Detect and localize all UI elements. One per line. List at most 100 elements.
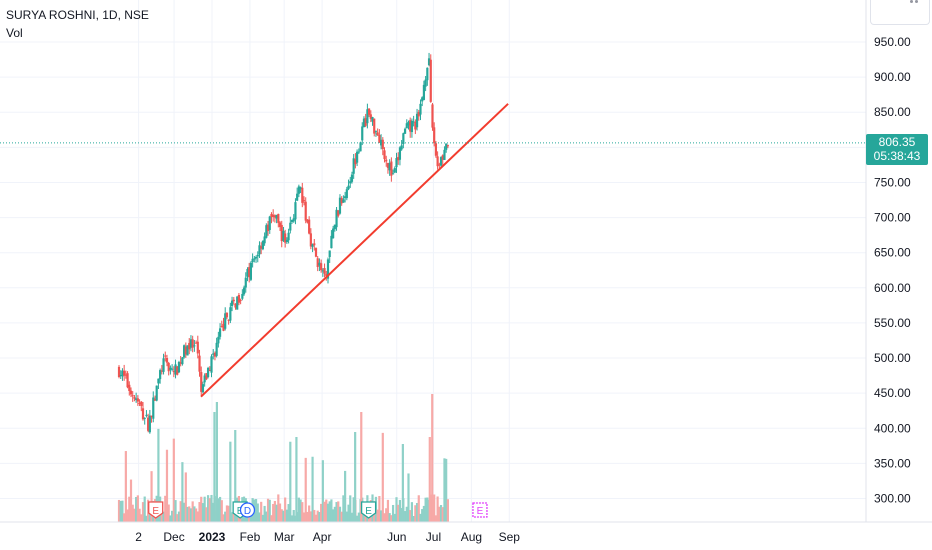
volume-bar <box>171 510 174 522</box>
volume-bar <box>354 432 357 522</box>
candle-body <box>349 181 352 184</box>
candle-body <box>119 374 122 376</box>
time-tick-label: Aug <box>461 530 482 544</box>
price-axis[interactable]: 950.00900.00850.00800.00750.00700.00650.… <box>865 0 911 522</box>
volume-bar <box>350 512 354 522</box>
candle-body <box>129 390 133 395</box>
volume-bar <box>256 503 259 522</box>
candle-body <box>135 398 138 401</box>
candle-body <box>145 414 148 416</box>
candle-body <box>415 113 419 128</box>
volume-bar <box>446 499 449 522</box>
candle-body <box>347 185 350 190</box>
candle-body <box>364 118 367 126</box>
candle-body <box>218 328 222 337</box>
candle-body <box>275 214 278 219</box>
volume-bar <box>229 441 232 522</box>
volume-bar <box>349 495 352 522</box>
candle-body <box>439 157 443 166</box>
volume-bar <box>439 505 443 522</box>
volume-bar <box>282 510 285 522</box>
candle-body <box>153 399 157 401</box>
candle-body <box>367 108 371 115</box>
volume-bar <box>424 497 427 522</box>
volume-bar <box>445 458 448 522</box>
volume-bar <box>426 497 429 522</box>
volume-bar <box>391 504 395 522</box>
event-markers[interactable]: EEDEE <box>148 501 488 519</box>
volume-bar <box>409 510 412 522</box>
candle-body <box>391 173 395 175</box>
volume-bar <box>275 504 278 522</box>
candle-body <box>268 216 271 230</box>
candle-body <box>191 339 194 348</box>
candle-body <box>290 219 294 222</box>
volume-bar <box>268 499 271 522</box>
candle-body <box>345 189 348 199</box>
time-tick-label: Dec <box>163 530 184 544</box>
volume-bar <box>270 515 273 522</box>
candle-body <box>266 224 270 231</box>
volume-bar <box>313 509 316 522</box>
volume-bar <box>227 505 230 522</box>
candle-body <box>292 218 295 222</box>
candle-body <box>177 362 181 373</box>
candle-body <box>388 163 391 171</box>
candle-body <box>337 210 340 216</box>
volume-bar <box>360 412 363 522</box>
candle-body <box>136 398 139 402</box>
volume-bar <box>376 509 379 522</box>
time-tick-label: Feb <box>240 530 261 544</box>
price-tick-label: 500.00 <box>874 351 911 365</box>
candle-body <box>277 213 280 223</box>
candle-body <box>189 339 193 348</box>
candle-body <box>203 375 206 383</box>
candle-body <box>196 341 199 354</box>
volume-bar <box>403 511 407 522</box>
volume-bar <box>119 500 122 522</box>
candle-body <box>248 267 251 278</box>
volume-bar <box>198 502 201 522</box>
trendline[interactable] <box>200 103 509 398</box>
volume-indicator-label[interactable]: Vol <box>6 26 23 40</box>
candle-body <box>352 158 355 174</box>
candle-body <box>438 164 441 166</box>
candle-body <box>280 224 283 242</box>
volume-bar <box>323 501 326 522</box>
price-tick-label: 400.00 <box>874 421 911 435</box>
candle-body <box>123 370 126 376</box>
candle-body <box>306 219 309 223</box>
volume-bar <box>364 515 367 522</box>
symbol-title[interactable]: SURYA ROSHNI, 1D, NSE <box>6 8 149 22</box>
volume-bar <box>215 402 218 522</box>
volume-bar <box>311 456 314 522</box>
volume-bar <box>176 514 179 522</box>
candle-body <box>446 145 449 147</box>
volume-bar <box>138 508 141 522</box>
marker-label: E <box>152 506 159 517</box>
candle-body <box>117 366 121 377</box>
candle-body <box>165 357 169 363</box>
candle-body <box>304 201 307 221</box>
candle-body <box>169 367 172 370</box>
volume-bar <box>304 457 307 522</box>
volume-bar <box>217 498 220 522</box>
more-options-button[interactable] <box>870 0 930 25</box>
time-axis[interactable]: 2 Dec 2023 Feb Mar Apr Jun Jul Aug Sep <box>0 521 932 544</box>
volume-bar <box>314 514 318 522</box>
time-tick-label: Sep <box>499 530 521 544</box>
volume-bar <box>143 496 146 522</box>
candle-body <box>236 296 239 310</box>
volume-bar <box>285 509 288 522</box>
volume-bar <box>414 505 417 522</box>
volume-bar <box>222 514 225 522</box>
candle-body <box>183 345 186 358</box>
volume-bar <box>181 462 184 522</box>
volume-bar <box>441 507 444 522</box>
volume-bar <box>200 496 203 522</box>
candle-body <box>239 299 242 301</box>
candle-body <box>421 97 424 102</box>
candle-body <box>302 200 306 202</box>
candle-body <box>427 58 431 66</box>
